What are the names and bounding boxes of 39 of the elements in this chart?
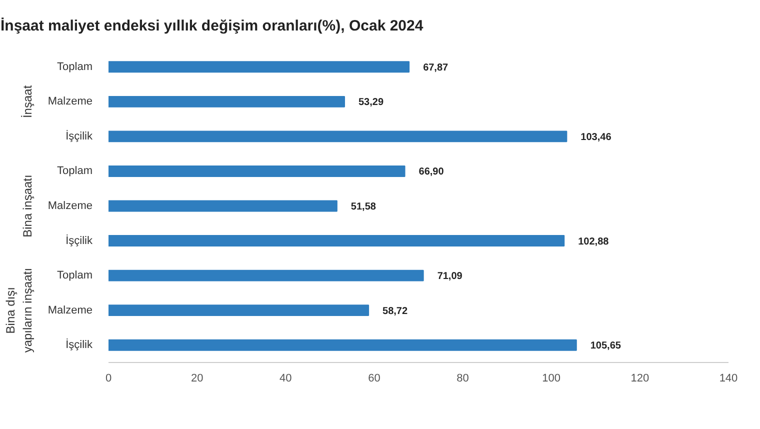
- data-label: 53,29: [358, 97, 384, 108]
- x-tick-label: 40: [280, 372, 292, 384]
- y-tick-label: İşçilik: [66, 234, 93, 247]
- y-tick-label: Toplam: [57, 270, 93, 282]
- y-tick-label: İşçilik: [66, 338, 93, 352]
- bar: [108, 166, 406, 177]
- y-tick-label: Toplam: [57, 165, 93, 178]
- x-tick-label: 20: [190, 372, 204, 384]
- data-label: 66,90: [418, 166, 444, 178]
- x-tick-label: 100: [542, 372, 561, 384]
- bar: [108, 130, 568, 142]
- bar: [108, 61, 410, 73]
- data-label: 71,09: [437, 271, 463, 282]
- y-tick-label: Toplam: [57, 60, 93, 73]
- data-label: 103,46: [580, 132, 612, 143]
- x-tick-label: 0: [105, 372, 112, 384]
- x-tick-label: 60: [368, 372, 380, 384]
- text: İnşaat: [20, 84, 34, 118]
- text: Bina inşaatı: [20, 174, 34, 238]
- y-tick-label: İşçilik: [66, 129, 93, 142]
- data-label: 102,88: [578, 236, 610, 248]
- y-tick-label: Malzeme: [48, 304, 92, 316]
- y-tick-label: Malzeme: [48, 200, 92, 212]
- bar: [108, 235, 565, 246]
- x-tick-label: 80: [456, 372, 469, 384]
- data-label: 105,65: [590, 340, 622, 352]
- x-tick-label: 140: [719, 372, 738, 384]
- data-label: 67,87: [423, 62, 449, 74]
- text: Bina dışı yapıların inşaatı: [4, 268, 34, 353]
- chart-title: İnşaat maliyet endeksi yıllık değişim oranları(%), Ocak 2024: [0, 18, 424, 34]
- bar: [108, 270, 424, 282]
- bar: [108, 96, 345, 108]
- x-tick-label: 120: [630, 372, 650, 384]
- data-label: 51,58: [350, 202, 376, 212]
- y-tick-label: Malzeme: [48, 96, 92, 108]
- bar: [108, 339, 577, 351]
- bar: [108, 304, 370, 316]
- bar: [108, 200, 338, 212]
- data-label: 58,72: [382, 306, 408, 317]
